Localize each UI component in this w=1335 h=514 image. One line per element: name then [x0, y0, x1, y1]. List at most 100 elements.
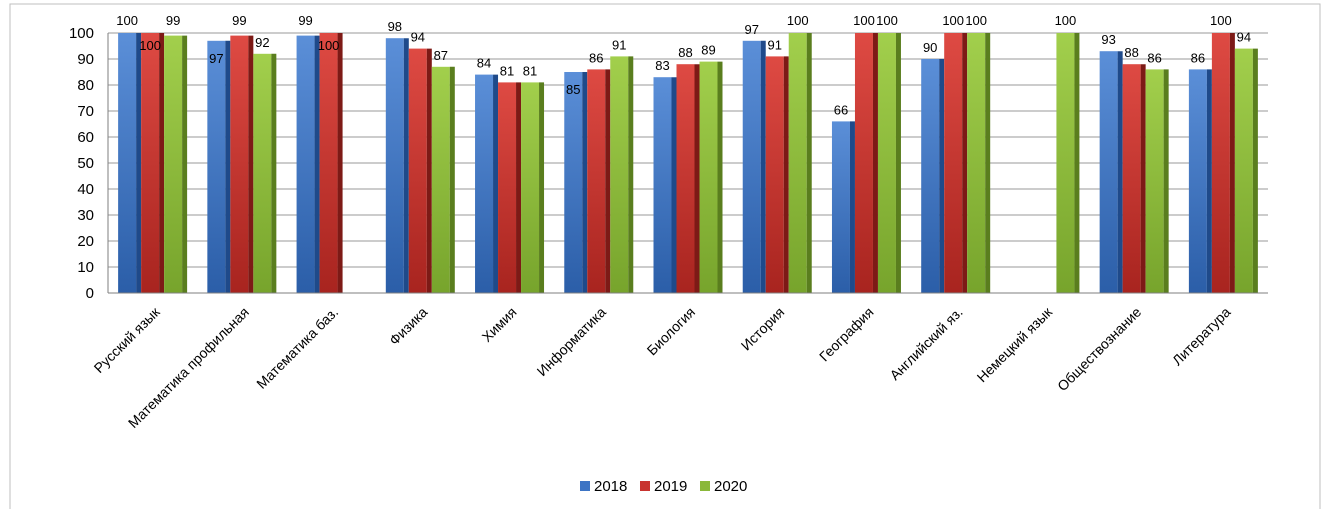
data-label: 99	[298, 13, 312, 28]
x-category-label: Литература	[1169, 304, 1234, 369]
data-label: 86	[1147, 50, 1161, 65]
bar-2019	[408, 48, 432, 293]
bar-front	[653, 77, 672, 293]
bar-side	[493, 74, 499, 293]
bar-side	[872, 33, 878, 293]
legend-swatch	[700, 481, 710, 491]
bar-2018	[831, 121, 855, 294]
data-label: 100	[1055, 13, 1077, 28]
bar-side	[314, 35, 320, 293]
bar-front	[408, 48, 427, 293]
legend-swatch	[580, 481, 590, 491]
legend-label: 2018	[594, 478, 627, 495]
bar-side	[582, 72, 588, 293]
bar-front	[1056, 33, 1075, 293]
bar-side	[1074, 33, 1080, 293]
bar-side	[1140, 64, 1146, 293]
x-category-label: История	[738, 304, 788, 354]
bar-side	[717, 61, 723, 293]
data-label: 100	[965, 13, 987, 28]
bar-front	[1188, 69, 1207, 294]
bar-front	[1145, 69, 1164, 294]
bar-2019	[1211, 33, 1235, 293]
bar-2020	[699, 61, 723, 293]
legend-entry-2018: 2018	[580, 478, 627, 495]
bar-2018	[564, 72, 588, 293]
data-label: 81	[523, 63, 537, 78]
bar-2019	[1122, 64, 1146, 293]
bar-2019	[498, 82, 522, 294]
bar-2019	[944, 33, 968, 293]
bar-2019	[587, 69, 611, 294]
bar-2018	[742, 40, 766, 293]
bar-2018	[118, 33, 142, 293]
bar-side	[985, 33, 991, 293]
bar-side	[248, 35, 254, 293]
x-category-label: География	[816, 304, 877, 365]
bar-side	[337, 33, 343, 293]
bar-front	[831, 121, 850, 294]
data-label: 91	[612, 37, 626, 52]
bar-front	[1234, 48, 1253, 293]
data-label: 99	[232, 13, 246, 28]
bar-2020	[877, 33, 901, 293]
data-label: 93	[1101, 32, 1115, 47]
bar-front	[967, 33, 986, 293]
bar-2020	[967, 33, 991, 293]
data-label: 91	[767, 37, 781, 52]
x-category-label: Русский язык	[91, 303, 164, 376]
bar-front	[118, 33, 137, 293]
bar-2018	[1099, 51, 1123, 294]
bar-front	[944, 33, 963, 293]
bar-side	[271, 53, 277, 293]
data-label: 94	[411, 30, 425, 45]
bar-side	[605, 69, 611, 294]
data-label: 90	[923, 40, 937, 55]
bar-side	[225, 40, 231, 293]
y-tick-label: 60	[77, 129, 94, 146]
bar-2018	[921, 59, 945, 293]
data-label: 88	[1124, 45, 1138, 60]
bar-side	[783, 56, 789, 294]
bar-2020	[1234, 48, 1258, 293]
legend-swatch	[640, 481, 650, 491]
y-tick-label: 30	[77, 207, 94, 224]
bar-side	[1252, 48, 1258, 293]
bar-front	[610, 56, 629, 294]
bar-side	[539, 82, 545, 294]
bar-front	[788, 33, 807, 293]
bar-front	[587, 69, 606, 294]
x-category-label: Обществознание	[1054, 304, 1144, 394]
bar-side	[962, 33, 968, 293]
bar-side	[628, 56, 634, 294]
bar-side	[1206, 69, 1212, 294]
bar-2020	[164, 35, 188, 293]
bar-2019	[319, 33, 343, 293]
bar-2019	[230, 35, 254, 293]
bar-2020	[1056, 33, 1080, 293]
x-category-label: Английский яз.	[886, 304, 965, 383]
bar-front	[296, 35, 315, 293]
data-label: 83	[655, 58, 669, 73]
x-category-label: Химия	[479, 304, 520, 345]
bar-2018	[296, 35, 320, 293]
data-label: 86	[1191, 50, 1205, 65]
bar-2018	[1188, 69, 1212, 294]
bar-side	[939, 59, 945, 293]
bar-front	[676, 64, 695, 293]
bar-side	[806, 33, 812, 293]
y-tick-label: 100	[69, 25, 94, 42]
data-label: 100	[942, 13, 964, 28]
x-category-label: Математика баз.	[253, 304, 341, 392]
bar-2019	[676, 64, 700, 293]
data-label: 100	[853, 13, 875, 28]
data-label: 100	[116, 13, 138, 28]
data-label: 97	[209, 51, 223, 66]
bar-side	[136, 33, 142, 293]
x-category-label: Немецкий язык	[974, 303, 1056, 385]
y-tick-label: 70	[77, 103, 94, 120]
bar-side	[426, 48, 432, 293]
bar-side	[403, 38, 409, 294]
